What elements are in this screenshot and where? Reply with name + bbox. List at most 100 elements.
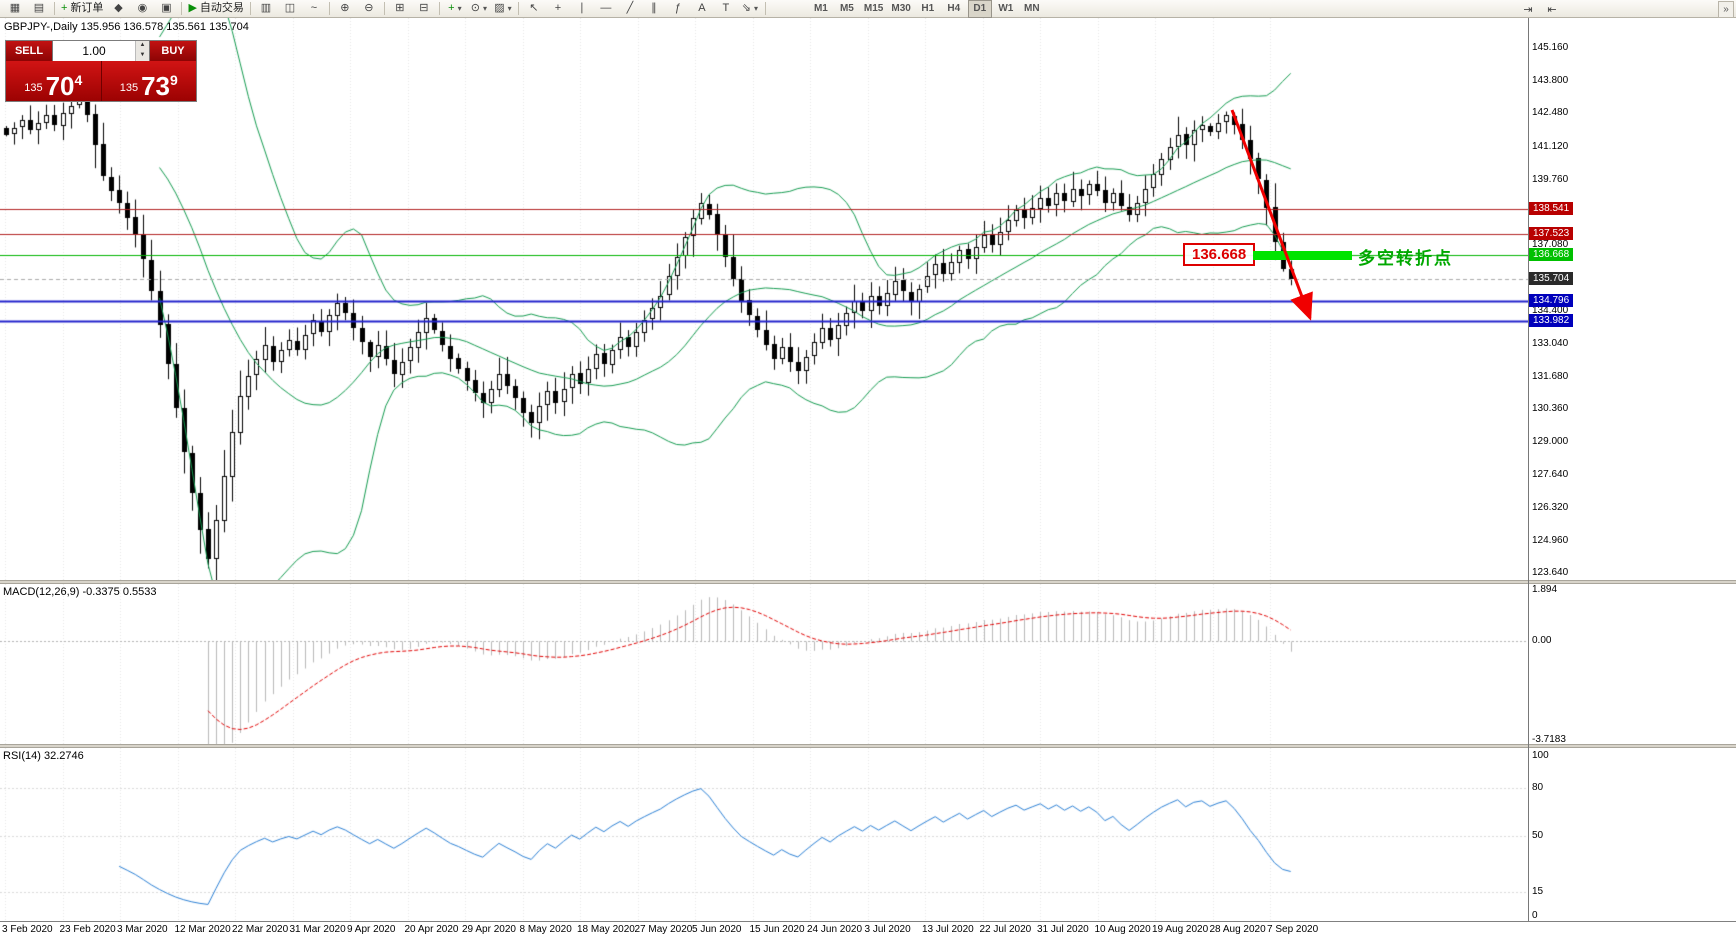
metaeditor-button[interactable]: ◆ xyxy=(106,0,130,18)
rsi-panel: RSI(14) 32.2746 xyxy=(0,748,1736,921)
zoom-in-icon: ⊕ xyxy=(340,2,350,14)
volume-input[interactable] xyxy=(53,41,135,61)
auto-trading-button[interactable]: ▶ 自动交易 xyxy=(185,0,246,18)
arrows-button[interactable]: ⇘ ▾ xyxy=(738,0,762,18)
price-axis-tick: 142.480 xyxy=(1532,107,1569,119)
toolbar-overflow-button[interactable]: » xyxy=(1718,1,1734,18)
date-axis-label: 3 Feb 2020 xyxy=(2,924,53,935)
timeframe-m30-button[interactable]: M30 xyxy=(888,0,913,18)
chart-shift-button[interactable]: ⇥ xyxy=(1516,1,1540,19)
profiles-button[interactable]: ▤ xyxy=(27,0,51,18)
bar-chart-button[interactable]: ▥ xyxy=(254,0,278,18)
crosshair-button[interactable]: + xyxy=(546,0,570,18)
periods-button[interactable]: ⊙ ▾ xyxy=(467,0,491,18)
main-chart-canvas[interactable] xyxy=(0,18,1528,580)
price-axis-tick: 145.160 xyxy=(1532,42,1569,53)
volume-decrease-button[interactable]: ▼ xyxy=(136,51,149,61)
auto-scroll-button[interactable]: ⇤ xyxy=(1540,1,1564,19)
zoom-out-button[interactable]: ⊖ xyxy=(357,0,381,18)
timeframe-d1-button[interactable]: D1 xyxy=(967,0,992,18)
horizontal-line-button[interactable]: ― xyxy=(594,0,618,18)
tile-windows-button[interactable]: ⊟ xyxy=(412,0,436,18)
text-button[interactable]: A xyxy=(690,0,714,18)
candlestick-chart-button[interactable]: ◫ xyxy=(278,0,302,18)
channel-button[interactable]: ∥ xyxy=(642,0,666,18)
date-axis-label: 27 May 2020 xyxy=(634,924,693,935)
timeframe-h1-button[interactable]: H1 xyxy=(916,0,940,18)
sell-price-button[interactable]: 135 70 4 xyxy=(6,61,102,101)
buy-price-button[interactable]: 135 73 9 xyxy=(102,61,197,101)
timeframe-m15-button[interactable]: M15 xyxy=(861,0,886,18)
timeframe-h4-button[interactable]: H4 xyxy=(942,0,966,18)
price-axis-tick: 134.400 xyxy=(1532,304,1569,316)
turning-point-text[interactable]: 多空转折点 xyxy=(1358,249,1453,268)
toolbar: ▦ ▤ + 新订单 ◆ ◉ ▣ ▶ 自动交易 ▥ ◫ ~ ⊕ ⊖ ⊞ ⊟ + ▾ ⊙ ▾ ▨ ▾ ↖ + ∣ ― ╱ ∥ ƒ A T ⇘ ▾ M1… xyxy=(0,0,1736,18)
line-chart-button[interactable]: ~ xyxy=(302,0,326,18)
timeframe-mn-button[interactable]: MN xyxy=(1020,0,1044,18)
date-axis[interactable] xyxy=(0,921,1736,941)
date-axis-label: 28 Aug 2020 xyxy=(1209,924,1266,935)
volume-spinner: ▲ ▼ xyxy=(135,41,149,61)
timeframe-m30-label: M30 xyxy=(891,2,911,14)
timeframe-m5-button[interactable]: M5 xyxy=(835,0,859,18)
macd-axis-label: 1.894 xyxy=(1532,584,1558,595)
buy-price-prefix: 135 xyxy=(119,82,139,94)
sell-button[interactable]: SELL xyxy=(6,41,52,61)
toolbar-separator xyxy=(764,2,766,15)
alerts-button[interactable]: ◉ xyxy=(130,0,154,18)
metaeditor-icon: ◆ xyxy=(114,2,123,14)
grid-button[interactable]: ⊞ xyxy=(388,0,412,18)
buy-button[interactable]: BUY xyxy=(150,41,196,61)
toolbar-separator xyxy=(249,2,251,15)
indicators-button[interactable]: + ▾ xyxy=(443,0,467,18)
chart-shift-icon: ⇥ xyxy=(1523,3,1533,16)
rsi-axis-label: 50 xyxy=(1532,830,1544,841)
main-chart-panel: GBPJPY-,Daily 135.956 136.578 135.561 13… xyxy=(0,18,1736,580)
price-axis-tick: 131.680 xyxy=(1532,370,1569,382)
price-axis-tick: 141.120 xyxy=(1532,140,1569,152)
date-axis-label: 9 Apr 2020 xyxy=(347,924,396,935)
cursor-button[interactable]: ↖ xyxy=(522,0,546,18)
new-order-icon: + xyxy=(61,2,68,14)
templates-icon: ▨ xyxy=(494,2,505,14)
trendline-button[interactable]: ╱ xyxy=(618,0,642,18)
date-axis-label: 13 Jul 2020 xyxy=(922,924,974,935)
text-label-button[interactable]: T xyxy=(714,0,738,18)
macd-axis-label: 0.00 xyxy=(1532,634,1552,646)
new-chart-button[interactable]: ▦ xyxy=(3,0,27,18)
date-axis-label: 31 Jul 2020 xyxy=(1037,924,1089,935)
timeframe-m1-button[interactable]: M1 xyxy=(809,0,833,18)
toolbar-separator xyxy=(438,2,440,15)
new-order-button[interactable]: + 新订单 xyxy=(58,0,106,18)
dropdown-caret-icon: ▾ xyxy=(507,3,512,13)
zoom-in-button[interactable]: ⊕ xyxy=(333,0,357,18)
timeframe-w1-button[interactable]: W1 xyxy=(994,0,1018,18)
trendline-icon: ╱ xyxy=(626,2,634,14)
date-axis-label: 18 May 2020 xyxy=(577,924,635,935)
timeframe-m1-label: M1 xyxy=(813,2,828,14)
candlestick-chart-icon: ◫ xyxy=(284,2,296,14)
toolbar-separator xyxy=(517,2,519,15)
date-axis-label: 29 Apr 2020 xyxy=(462,924,516,935)
price-axis-marker: 136.668 xyxy=(1529,248,1574,262)
new-chart-icon: ▦ xyxy=(9,2,21,14)
macd-canvas[interactable] xyxy=(0,584,1528,744)
highlight-band[interactable] xyxy=(1253,251,1352,260)
fibonacci-button[interactable]: ƒ xyxy=(666,0,690,18)
vertical-line-button[interactable]: ∣ xyxy=(570,0,594,18)
price-axis-tick: 124.960 xyxy=(1532,534,1569,546)
panel-splitter[interactable] xyxy=(0,744,1736,748)
date-axis-label: 23 Feb 2020 xyxy=(59,924,116,935)
date-axis-label: 22 Jul 2020 xyxy=(979,924,1032,935)
templates-button[interactable]: ▨ ▾ xyxy=(491,0,515,18)
terminal-button[interactable]: ▣ xyxy=(154,0,178,18)
panel-splitter[interactable] xyxy=(0,580,1736,584)
price-annotation-label[interactable]: 136.668 xyxy=(1183,243,1256,266)
profiles-icon: ▤ xyxy=(33,2,45,14)
price-axis-tick: 139.760 xyxy=(1532,173,1569,185)
toolbar-separator xyxy=(383,2,385,15)
price-axis-separator xyxy=(1528,18,1529,921)
price-axis-marker: 134.796 xyxy=(1529,293,1574,307)
rsi-canvas[interactable] xyxy=(0,748,1528,921)
volume-increase-button[interactable]: ▲ xyxy=(136,41,149,51)
